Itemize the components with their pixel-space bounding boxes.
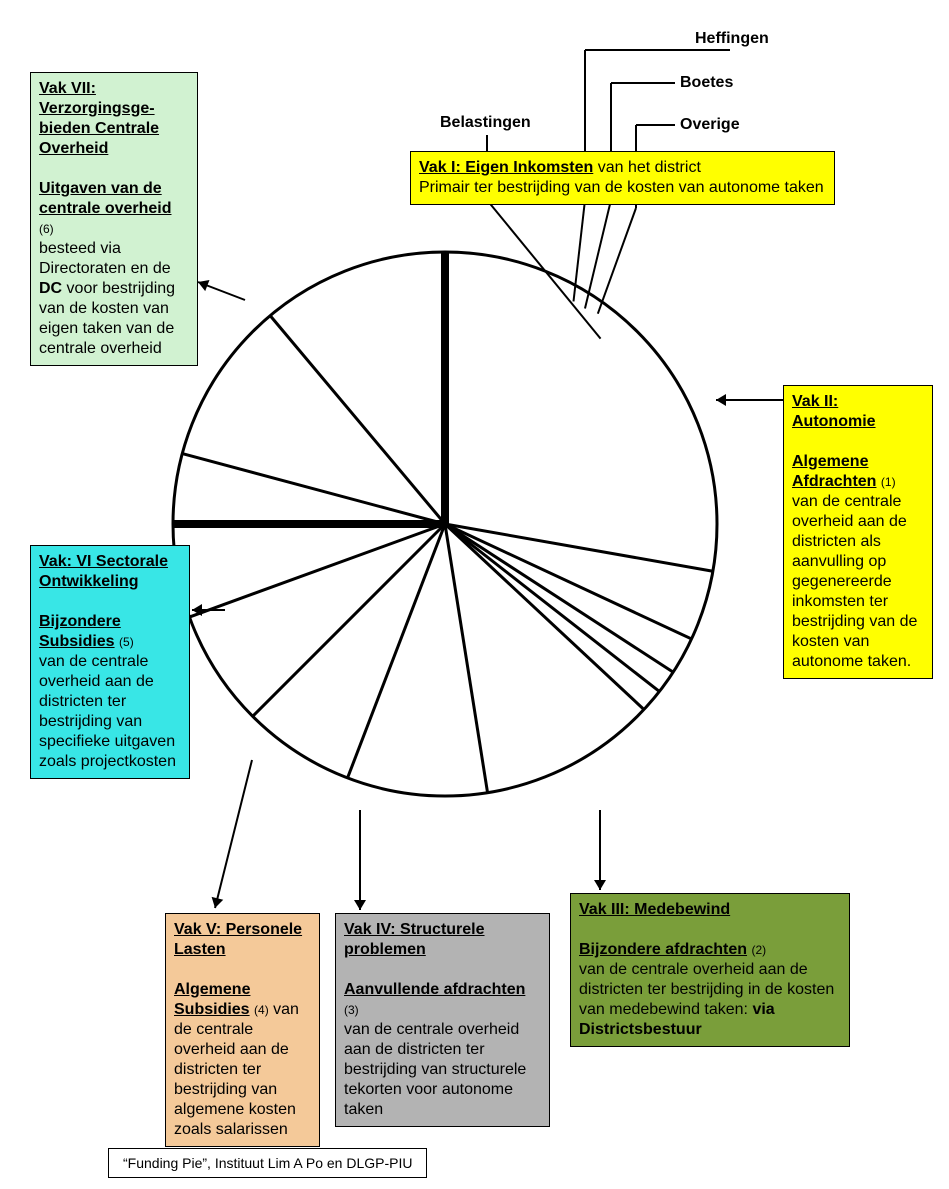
vak3-box: Vak III: Medebewind Bijzondere afdrachte… [570,893,850,1047]
vak1-box: Vak I: Eigen Inkomsten van het district … [410,151,835,205]
label-boetes: Boetes [680,74,733,92]
source-citation: “Funding Pie”, Instituut Lim A Po en DLG… [108,1148,427,1178]
vak5-body: van de centrale overheid aan de district… [174,1001,299,1138]
vak7-body1: besteed via Directoraten en de [39,240,171,277]
vak6-title: Vak: VI Sectorale Ontwikkeling [39,553,168,590]
label-belastingen: Belastingen [440,114,531,132]
vak6-box: Vak: VI Sectorale Ontwikkeling Bijzonder… [30,545,190,779]
vak4-subnum: (3) [344,1003,359,1017]
vak7-body-bold: DC [39,280,62,297]
vak1-title-after: van het district [593,159,701,176]
vak1-title: Vak I: Eigen Inkomsten [419,159,593,176]
label-overige: Overige [680,116,740,134]
vak4-title: Vak IV: Structurele problemen [344,921,485,958]
vak3-subnum: (2) [751,943,766,957]
vak5-title: Vak V: Personele Lasten [174,921,302,958]
vak3-title: Vak III: Medebewind [579,901,730,918]
vak6-body: van de centrale overheid aan de district… [39,653,176,770]
vak5-sub: Algemene Subsidies [174,981,250,1018]
vak6-subnum: (5) [119,635,134,649]
vak5-subnum: (4) [254,1003,269,1017]
vak2-body: van de centrale overheid aan de district… [792,493,917,670]
vak2-subnum: (1) [881,475,896,489]
vak3-sub: Bijzondere afdrachten [579,941,747,958]
vak6-sub: Bijzondere Subsidies [39,613,121,650]
label-heffingen: Heffingen [695,30,769,48]
vak7-box: Vak VII: Verzorgingsge-bieden Centrale O… [30,72,198,366]
vak7-sub: Uitgaven van de centrale overheid [39,180,172,217]
vak2-box: Vak II: Autonomie Algemene Afdrachten (1… [783,385,933,679]
vak5-box: Vak V: Personele Lasten Algemene Subsidi… [165,913,320,1147]
vak1-body: Primair ter bestrijding van de kosten va… [419,179,824,196]
vak4-sub: Aanvullende afdrachten [344,981,525,998]
vak2-title: Vak II: Autonomie [792,393,876,430]
vak7-subnum: (6) [39,222,54,236]
vak4-body: van de centrale overheid aan de district… [344,1021,526,1118]
vak4-box: Vak IV: Structurele problemen Aanvullend… [335,913,550,1127]
vak3-body: van de centrale overheid aan de district… [579,961,834,1018]
vak7-title: Vak VII: Verzorgingsge-bieden Centrale O… [39,80,159,157]
vak2-sub: Algemene Afdrachten [792,453,876,490]
